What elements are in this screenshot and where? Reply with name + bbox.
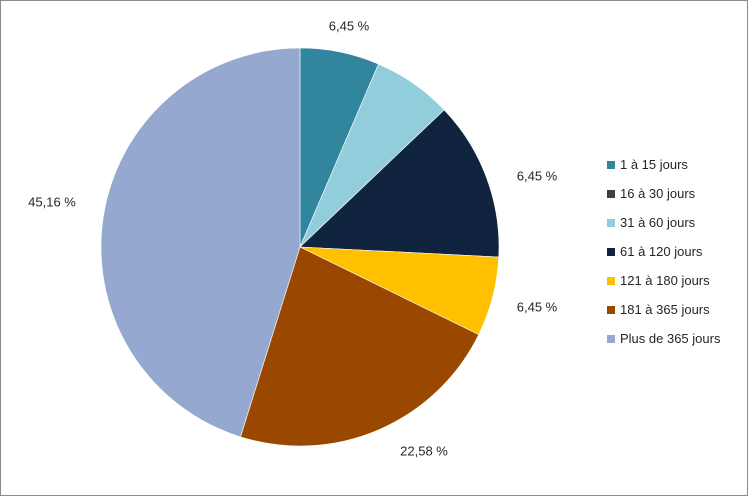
legend-swatch-6 <box>607 305 615 314</box>
legend-swatch-5 <box>607 276 615 285</box>
legend-item-4: 61 à 120 jours <box>607 237 720 266</box>
data-label-3: 6,45 % <box>517 168 558 183</box>
legend-label-1: 1 à 15 jours <box>620 157 688 172</box>
legend-label-7: Plus de 365 jours <box>620 331 721 346</box>
legend-swatch-7 <box>607 334 615 343</box>
pie-slice-4 <box>299 109 500 258</box>
legend-swatch-2 <box>607 189 615 198</box>
legend-label-2: 16 à 30 jours <box>620 186 696 201</box>
legend-item-6: 181 à 365 jours <box>607 295 720 324</box>
data-label-5: 6,45 % <box>517 299 558 314</box>
data-label-1: 6,45 % <box>329 18 370 33</box>
legend-label-6: 181 à 365 jours <box>620 302 710 317</box>
legend-item-3: 31 à 60 jours <box>607 208 720 237</box>
legend-swatch-3 <box>607 218 615 227</box>
data-label-6: 22,58 % <box>400 443 448 458</box>
legend-label-5: 121 à 180 jours <box>620 273 710 288</box>
legend-item-5: 121 à 180 jours <box>607 266 720 295</box>
legend-label-3: 31 à 60 jours <box>620 215 696 230</box>
legend-swatch-4 <box>607 247 615 256</box>
chart-legend: 1 à 15 jours 16 à 30 jours 31 à 60 jours 61… <box>607 150 720 353</box>
legend-item-2: 16 à 30 jours <box>607 179 720 208</box>
legend-item-7: Plus de 365 jours <box>607 324 720 353</box>
legend-label-4: 61 à 120 jours <box>620 244 703 259</box>
pie-slice-6 <box>240 246 480 447</box>
legend-swatch-1 <box>607 160 615 169</box>
pie-slice-7 <box>100 47 301 438</box>
data-label-7: 45,16 % <box>28 194 76 209</box>
legend-item-1: 1 à 15 jours <box>607 150 720 179</box>
